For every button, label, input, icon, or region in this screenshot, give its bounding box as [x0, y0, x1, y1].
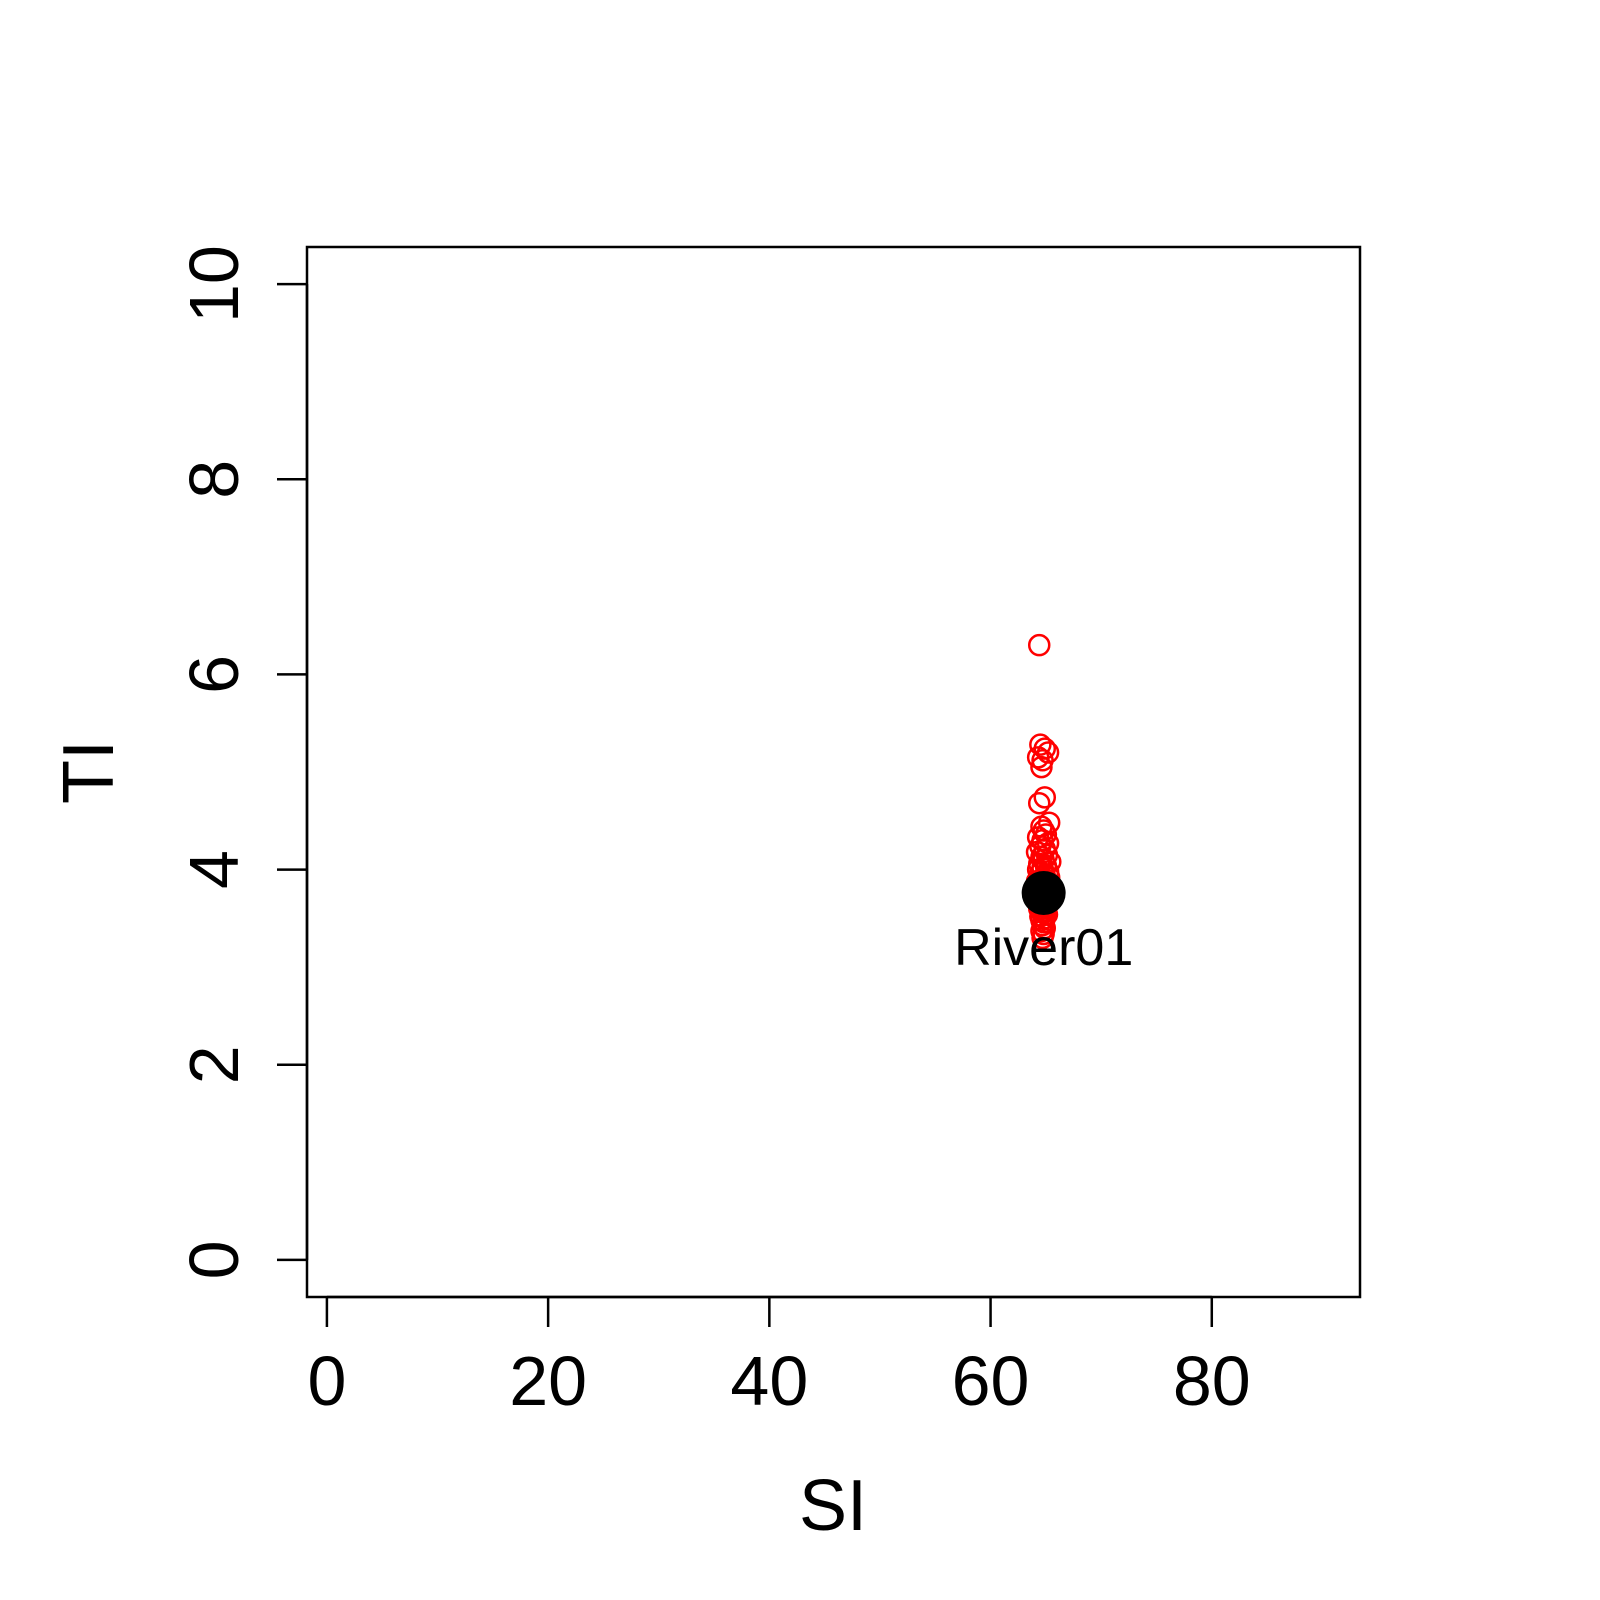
x-tick-label: 40	[730, 1342, 808, 1420]
y-axis: 0 2 4 6 8 10	[175, 245, 309, 1279]
plot-frame	[305, 245, 1362, 1299]
data-points: River01	[954, 633, 1133, 977]
y-tick-label: 2	[175, 1045, 253, 1084]
point-label: River01	[954, 919, 1133, 977]
y-axis-label: TI	[49, 740, 129, 804]
x-tick-label: 60	[952, 1342, 1030, 1420]
data-point	[1031, 926, 1054, 950]
observed-point	[1021, 871, 1066, 916]
y-tick-label: 6	[175, 655, 253, 694]
y-tick-label: 4	[175, 850, 253, 889]
data-point	[1030, 755, 1053, 779]
data-point	[1033, 786, 1057, 809]
y-tick-label: 10	[175, 245, 253, 323]
data-point	[1032, 819, 1055, 842]
data-point	[1026, 746, 1050, 769]
x-tick-label: 0	[307, 1342, 346, 1420]
x-tick-label: 20	[509, 1342, 587, 1420]
y-tick-label: 8	[175, 460, 253, 499]
data-point	[1029, 733, 1052, 756]
y-tick-label: 0	[175, 1240, 253, 1279]
x-axis: 0 20 40 60 80	[307, 1295, 1251, 1420]
data-point	[1027, 791, 1051, 815]
x-axis-label: SI	[799, 1466, 867, 1546]
x-tick-label: 80	[1173, 1342, 1251, 1420]
data-point	[1027, 633, 1051, 657]
